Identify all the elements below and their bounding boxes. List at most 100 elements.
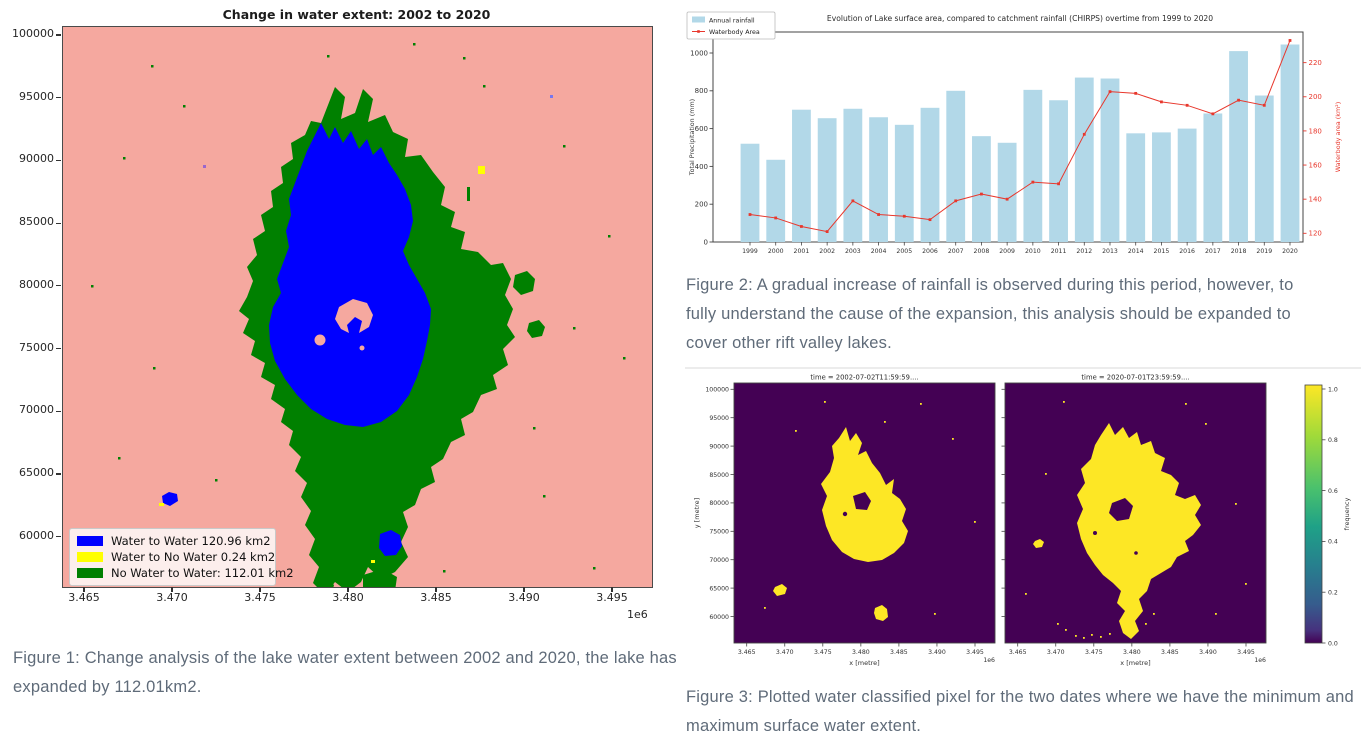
svg-text:400: 400 xyxy=(695,163,708,171)
legend-swatch xyxy=(77,568,103,578)
fig1-x-tick-mark xyxy=(347,587,349,592)
svg-text:2016: 2016 xyxy=(1179,248,1195,255)
svg-text:2001: 2001 xyxy=(794,248,810,255)
svg-text:2007: 2007 xyxy=(948,248,964,255)
figure1-title: Change in water extent: 2002 to 2020 xyxy=(222,7,491,22)
fig2-legend: Annual rainfall Waterbody Area xyxy=(686,11,776,40)
fig1-y-tick-label: 65000 xyxy=(19,465,54,479)
svg-text:0.8: 0.8 xyxy=(1328,437,1338,444)
svg-text:90000: 90000 xyxy=(709,443,729,450)
svg-text:600: 600 xyxy=(695,125,708,133)
fig1-y-tick-label: 85000 xyxy=(19,215,54,229)
svg-text:Waterbody area (km²): Waterbody area (km²) xyxy=(1334,102,1342,172)
svg-text:140: 140 xyxy=(1309,196,1322,204)
fig1-x-tick-mark xyxy=(171,587,173,592)
svg-text:0.6: 0.6 xyxy=(1328,488,1338,495)
section-divider xyxy=(685,367,1361,369)
fig1-y-tick-label: 95000 xyxy=(19,89,54,103)
figure1-change-map-plot: Water to Water 120.96 km2 Water to No Wat… xyxy=(62,26,686,599)
svg-text:2015: 2015 xyxy=(1154,248,1170,255)
svg-text:2014: 2014 xyxy=(1128,248,1144,255)
fig1-y-tick-mark xyxy=(56,285,61,287)
svg-text:Waterbody Area: Waterbody Area xyxy=(709,29,760,36)
legend-entry: Water to Water 120.96 km2 xyxy=(77,533,275,549)
fig1-x-tick-mark xyxy=(83,587,85,592)
svg-text:3.485: 3.485 xyxy=(1161,649,1179,656)
svg-text:Evolution of Lake surface area: Evolution of Lake surface area, compared… xyxy=(827,14,1213,23)
figure2-caption: Figure 2: A gradual increase of rainfall… xyxy=(686,276,1294,352)
svg-text:3.490: 3.490 xyxy=(1199,649,1217,656)
svg-text:2000: 2000 xyxy=(768,248,784,255)
legend-entry: No Water to Water: 112.01 km2 xyxy=(77,565,294,581)
svg-text:70000: 70000 xyxy=(709,557,729,564)
fig1-y-tick-mark xyxy=(56,473,61,475)
waterbody-line xyxy=(748,39,1292,233)
svg-text:x [metre]: x [metre] xyxy=(849,659,879,667)
svg-text:3.480: 3.480 xyxy=(852,649,870,656)
fig1-y-tick-label: 90000 xyxy=(19,152,54,166)
legend-label: Water to Water 120.96 km2 xyxy=(111,534,271,548)
fig1-y-tick-mark xyxy=(56,97,61,99)
svg-text:800: 800 xyxy=(695,87,708,95)
svg-text:0.0: 0.0 xyxy=(1328,640,1338,647)
svg-text:3.475: 3.475 xyxy=(1085,649,1103,656)
svg-text:3.465: 3.465 xyxy=(1009,649,1027,656)
svg-text:3.490: 3.490 xyxy=(928,649,946,656)
svg-text:0.4: 0.4 xyxy=(1328,539,1338,546)
svg-text:3.480: 3.480 xyxy=(1123,649,1141,656)
fig3-colorbar: 1.0 0.8 0.6 0.4 0.2 0.0 frequency xyxy=(1304,384,1351,647)
fig1-y-tick-mark xyxy=(56,159,61,162)
svg-text:75000: 75000 xyxy=(709,529,729,536)
svg-text:time = 2002-07-02T11:59:59....: time = 2002-07-02T11:59:59.... xyxy=(810,374,918,382)
figure1-caption: Figure 1: Change analysis of the lake wa… xyxy=(13,649,677,696)
svg-text:1e6: 1e6 xyxy=(1254,657,1266,664)
legend-entry: Water to No Water 0.24 km2 xyxy=(77,549,275,565)
legend-swatch xyxy=(77,536,103,546)
svg-text:Total Precipitation (mm): Total Precipitation (mm) xyxy=(688,99,696,176)
svg-text:85000: 85000 xyxy=(709,472,729,479)
svg-text:2009: 2009 xyxy=(999,248,1015,255)
svg-text:1.0: 1.0 xyxy=(1328,386,1338,393)
svg-text:65000: 65000 xyxy=(709,585,729,592)
svg-text:180: 180 xyxy=(1309,127,1322,135)
figure2-rainfall-chart: 0 200 400 600 800 1000 120 140 160 180 200 220 1999 2… xyxy=(686,11,1342,255)
fig1-x-tick-label: 3.465 xyxy=(68,591,100,604)
fig1-x-tick-label: 3.490 xyxy=(508,591,540,604)
svg-text:60000: 60000 xyxy=(709,614,729,621)
figure1-legend: Water to Water 120.96 km2 Water to No Wat… xyxy=(69,528,294,586)
svg-text:3.465: 3.465 xyxy=(738,649,756,656)
fig1-x-tick-mark xyxy=(435,587,437,592)
fig1-y-tick-label: 60000 xyxy=(19,528,54,542)
legend-label: Water to No Water 0.24 km2 xyxy=(111,550,276,564)
figure3-classified-pixels-chart: time = 2002-07-02T11:59:59.... 3.465 3.470… xyxy=(693,374,1351,668)
fig2-axes: 0 200 400 600 800 1000 120 140 160 180 200 220 1999 2… xyxy=(690,49,1322,255)
svg-text:1000: 1000 xyxy=(690,49,708,57)
svg-text:2003: 2003 xyxy=(845,248,861,255)
svg-text:2005: 2005 xyxy=(896,248,912,255)
fig1-x-tick-label: 3.485 xyxy=(420,591,452,604)
figure3-caption: Figure 3: Plotted water classified pixel… xyxy=(686,688,1354,735)
svg-text:220: 220 xyxy=(1309,59,1322,67)
svg-text:3.495: 3.495 xyxy=(966,649,984,656)
svg-text:2004: 2004 xyxy=(871,248,887,255)
svg-text:frequency: frequency xyxy=(1343,498,1351,531)
fig1-x-tick-label: 3.480 xyxy=(332,591,364,604)
svg-text:3.485: 3.485 xyxy=(890,649,908,656)
fig1-y-tick-mark xyxy=(56,410,61,412)
fig1-x-tick-label: 3.495 xyxy=(596,591,628,604)
svg-text:200: 200 xyxy=(695,201,708,209)
water-extent-2020 xyxy=(1025,401,1247,639)
svg-text:2006: 2006 xyxy=(922,248,938,255)
fig1-y-tick-label: 70000 xyxy=(19,403,54,417)
svg-text:Annual rainfall: Annual rainfall xyxy=(709,17,755,24)
svg-text:3.475: 3.475 xyxy=(814,649,832,656)
svg-text:1e6: 1e6 xyxy=(983,657,995,664)
svg-text:2019: 2019 xyxy=(1256,248,1272,255)
svg-text:2017: 2017 xyxy=(1205,248,1221,255)
svg-text:2011: 2011 xyxy=(1051,248,1067,255)
svg-text:2020: 2020 xyxy=(1282,248,1298,255)
fig1-y-tick-mark xyxy=(56,34,61,36)
svg-text:1999: 1999 xyxy=(742,248,758,255)
figure1-x-offset-label: 1e6 xyxy=(627,608,648,621)
